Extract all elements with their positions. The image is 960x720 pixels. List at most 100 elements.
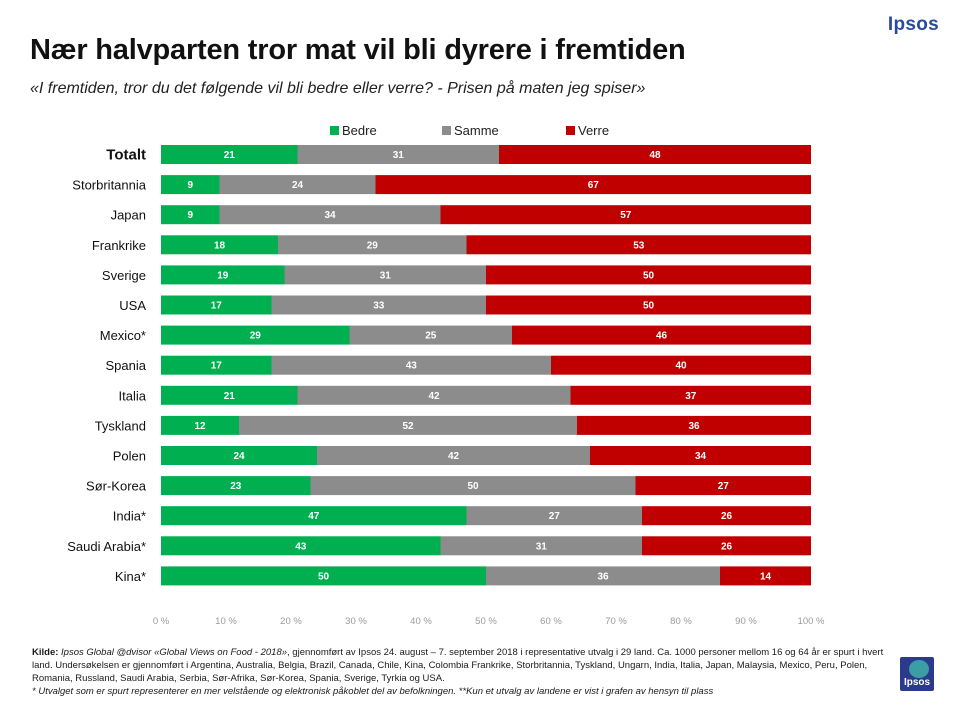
bar-segment-bedre	[161, 476, 311, 496]
bar-segment-samme	[349, 325, 512, 345]
bar-segment-bedre	[161, 145, 298, 164]
data-label-verre: 67	[588, 180, 600, 191]
bar-segment-samme	[219, 175, 376, 195]
value-labels: 21 31 48 9 24 67 9 34 57 18 29 53 19 31 50 17 33 50 29 25 46…	[187, 150, 771, 582]
category-label: Mexico*	[100, 328, 146, 343]
stacked-bar-chart: Bedre Samme Verre Totalt Storbritannia Japan…	[67, 123, 825, 627]
bar-segment-verre	[375, 175, 811, 195]
data-label-verre: 48	[649, 150, 661, 161]
bar-segment-verre	[577, 415, 811, 435]
data-label-samme: 52	[402, 421, 414, 432]
data-label-samme: 24	[292, 180, 304, 191]
data-label-samme: 43	[406, 361, 418, 372]
category-label: Sør-Korea	[86, 479, 147, 494]
data-label-samme: 31	[536, 541, 548, 552]
logo-text: Ipsos	[903, 677, 931, 688]
bar-segment-bedre	[161, 355, 272, 375]
category-label: India*	[113, 509, 146, 524]
category-label: Totalt	[106, 147, 146, 164]
legend-label-samme: Samme	[454, 123, 499, 138]
x-tick-label: 90 %	[735, 616, 757, 627]
bar-segment-samme	[271, 355, 551, 375]
ipsos-logo-top: Ipsos	[887, 14, 939, 35]
data-label-samme: 36	[597, 571, 609, 582]
data-label-samme: 50	[467, 481, 479, 492]
data-label-bedre: 19	[217, 270, 229, 281]
data-label-samme: 31	[393, 150, 405, 161]
bar-segment-bedre	[161, 205, 220, 225]
x-tick-label: 60 %	[540, 616, 562, 627]
legend-swatch-verre	[566, 126, 575, 135]
page-subtitle: «I fremtiden, tror du det følgende vil b…	[30, 80, 646, 97]
bar-segment-samme	[271, 295, 486, 315]
bar-segment-verre	[590, 446, 811, 465]
bar-segment-samme	[440, 536, 642, 556]
x-axis-ticks: 0 % 10 % 20 % 30 % 40 % 50 % 60 % 70 % 80 % 90 % 1…	[153, 616, 825, 627]
data-label-bedre: 18	[214, 240, 226, 251]
legend-swatch-bedre	[330, 126, 339, 135]
data-label-verre: 50	[643, 301, 655, 312]
data-label-bedre: 17	[211, 301, 223, 312]
data-label-samme: 42	[448, 451, 460, 462]
category-label: Italia	[119, 388, 147, 403]
data-label-samme: 31	[380, 270, 392, 281]
data-label-bedre: 24	[233, 451, 245, 462]
data-label-verre: 50	[643, 270, 655, 281]
page-title: Nær halvparten tror mat vil bli dyrere i…	[30, 34, 686, 66]
bar-segment-bedre	[161, 265, 285, 285]
data-label-samme: 34	[324, 210, 336, 221]
bar-segment-samme	[317, 446, 590, 465]
data-label-bedre: 50	[318, 571, 330, 582]
data-label-bedre: 12	[194, 421, 206, 432]
bar-segment-verre	[642, 506, 811, 526]
data-label-verre: 57	[620, 210, 632, 221]
x-tick-label: 100 %	[798, 616, 825, 627]
legend-label-bedre: Bedre	[342, 123, 377, 138]
bar-segment-verre	[720, 566, 811, 586]
data-label-bedre: 43	[295, 541, 307, 552]
bar-segment-bedre	[161, 415, 239, 435]
data-label-samme: 29	[367, 240, 379, 251]
bar-segment-bedre	[161, 385, 298, 405]
bar-segment-samme	[297, 385, 571, 405]
data-label-verre: 36	[688, 421, 700, 432]
data-label-verre: 53	[633, 240, 645, 251]
x-tick-label: 40 %	[410, 616, 432, 627]
category-labels: Totalt Storbritannia Japan Frankrike Sverige…	[67, 147, 147, 584]
bar-segment-verre	[486, 265, 811, 285]
data-label-bedre: 21	[224, 150, 236, 161]
category-label: Tyskland	[95, 418, 146, 433]
footnote: Kilde: Ipsos Global @dvisor «Global View…	[32, 646, 902, 698]
ipsos-logo-bottom: Ipsos	[900, 657, 934, 691]
category-label: Kina*	[115, 569, 146, 584]
bar-segment-samme	[219, 205, 441, 225]
x-tick-label: 70 %	[605, 616, 627, 627]
x-tick-label: 30 %	[345, 616, 367, 627]
x-tick-label: 50 %	[475, 616, 497, 627]
bar-segment-bedre	[161, 446, 317, 465]
legend-label-verre: Verre	[578, 123, 609, 138]
bar-segment-samme	[284, 265, 486, 285]
data-label-bedre: 23	[230, 481, 242, 492]
bar-segment-verre	[635, 476, 811, 496]
bar-segment-verre	[440, 205, 811, 225]
data-label-verre: 34	[695, 451, 707, 462]
x-tick-label: 0 %	[153, 616, 170, 627]
data-label-samme: 42	[428, 391, 440, 402]
x-tick-label: 80 %	[670, 616, 692, 627]
data-label-samme: 33	[373, 301, 385, 312]
x-tick-label: 10 %	[215, 616, 237, 627]
data-label-bedre: 17	[211, 361, 223, 372]
source-title: Ipsos Global @dvisor «Global Views on Fo…	[61, 647, 288, 658]
logo-swoosh-icon	[909, 660, 929, 678]
bar-segment-verre	[486, 295, 811, 315]
category-label: Frankrike	[92, 238, 146, 253]
data-label-bedre: 29	[250, 331, 262, 342]
data-label-bedre: 9	[187, 180, 193, 191]
category-label: Saudi Arabia*	[67, 539, 146, 554]
data-label-bedre: 47	[308, 511, 320, 522]
data-label-bedre: 21	[224, 391, 236, 402]
bar-segment-samme	[466, 506, 642, 526]
bar-segment-verre	[512, 325, 811, 345]
sample-note: * Utvalget som er spurt representerer en…	[32, 686, 714, 697]
